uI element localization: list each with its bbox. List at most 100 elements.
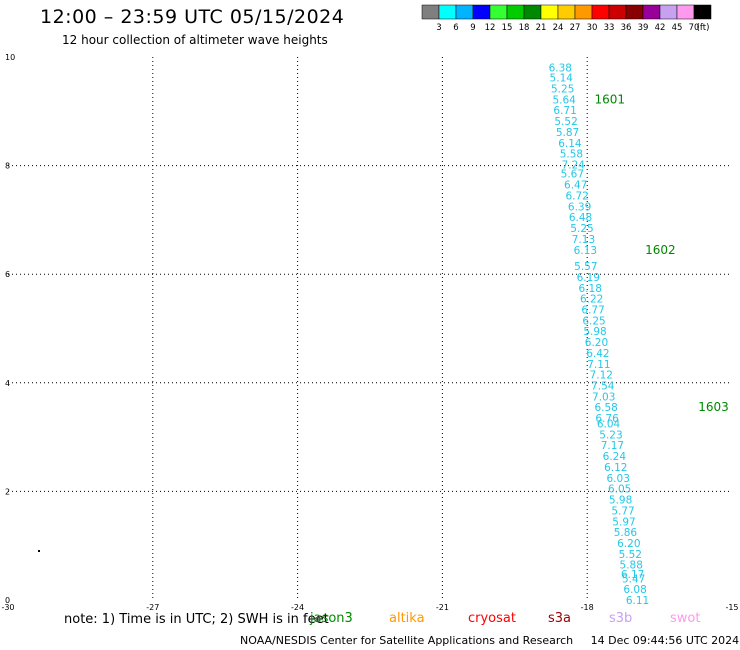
data-point-label: 6.39 bbox=[568, 201, 591, 213]
data-point-label: 5.87 bbox=[556, 127, 579, 139]
legend-sat-s3b: s3b bbox=[609, 611, 633, 626]
data-point-label: 6.18 bbox=[579, 283, 602, 295]
x-tick-label: -30 bbox=[1, 603, 14, 612]
data-point-label: 7.54 bbox=[591, 381, 615, 393]
data-point-label: 5.88 bbox=[620, 560, 643, 572]
y-tick-label: 0 bbox=[5, 596, 10, 605]
x-tick-label: -21 bbox=[436, 603, 449, 612]
data-point-label: 6.12 bbox=[604, 462, 627, 474]
data-point-label: 5.47 bbox=[622, 573, 645, 585]
footer-timestamp: 14 Dec 09:44:56 UTC 2024 bbox=[590, 634, 740, 647]
colorbar-swatch bbox=[625, 4, 644, 20]
data-point-label: 5.67 bbox=[561, 169, 584, 181]
colorbar-tick-label: 45 bbox=[672, 23, 683, 33]
pass-annotation: 1601 bbox=[594, 92, 625, 106]
data-point-label: 6.25 bbox=[582, 315, 605, 327]
data-point-label: 5.25 bbox=[570, 223, 593, 235]
data-point-label: 7.24 bbox=[562, 160, 586, 172]
colorbar-swatch bbox=[693, 4, 712, 20]
data-point-label: 6.22 bbox=[580, 294, 603, 306]
colorbar-tick-label: 33 bbox=[604, 23, 615, 33]
data-point-label: 6.13 bbox=[574, 245, 597, 257]
colorbar-swatch bbox=[523, 4, 542, 20]
pass-annotation: 1602 bbox=[645, 243, 676, 257]
data-point-label: 6.17 bbox=[621, 569, 644, 581]
footer: NOAA/NESDIS Center for Satellite Applica… bbox=[240, 634, 740, 647]
y-tick-label: 6 bbox=[5, 270, 10, 279]
page-subtitle: 12 hour collection of altimeter wave hei… bbox=[62, 33, 328, 47]
data-point-label: 5.14 bbox=[550, 73, 574, 85]
colorbar-swatch bbox=[455, 4, 474, 20]
data-point-label: 5.77 bbox=[611, 505, 634, 517]
colorbar-swatch bbox=[659, 4, 678, 20]
pass-annotation: 1603 bbox=[698, 400, 729, 414]
x-tick-label: -24 bbox=[291, 603, 304, 612]
colorbar-swatch bbox=[421, 4, 440, 20]
y-tick-label: 2 bbox=[5, 487, 10, 496]
data-point-label: 6.08 bbox=[623, 584, 646, 596]
y-tick-label: 10 bbox=[5, 53, 15, 62]
colorbar-swatch bbox=[608, 4, 627, 20]
colorbar-tick-label: 21 bbox=[536, 23, 547, 33]
data-point-label: 6.20 bbox=[585, 337, 608, 349]
colorbar-tick-label: 15 bbox=[502, 23, 513, 33]
colorbar-swatch bbox=[676, 4, 695, 20]
data-point-label: 6.05 bbox=[608, 484, 631, 496]
colorbar-swatch bbox=[472, 4, 491, 20]
data-point-label: 5.52 bbox=[619, 549, 642, 561]
colorbar-tick-label: 30 bbox=[587, 23, 598, 33]
data-point-label: 5.86 bbox=[614, 527, 638, 539]
data-point-label: 5.64 bbox=[552, 94, 576, 106]
colorbar-swatch bbox=[642, 4, 661, 20]
data-point-label: 6.14 bbox=[558, 138, 582, 150]
colorbar-tick-label: 6 bbox=[453, 23, 458, 33]
data-point-label: 6.20 bbox=[617, 538, 640, 550]
data-point-label: 6.24 bbox=[603, 451, 627, 463]
data-point-label: 6.38 bbox=[549, 62, 572, 74]
colorbar-tick-label: 3 bbox=[436, 23, 441, 33]
data-point-label: 6.47 bbox=[564, 180, 587, 192]
colorbar-swatch bbox=[489, 4, 508, 20]
data-point-label: 7.13 bbox=[572, 234, 595, 246]
footer-credit: NOAA/NESDIS Center for Satellite Applica… bbox=[240, 634, 574, 647]
legend-sat-altika: altika bbox=[389, 611, 425, 626]
data-point-label: 6.48 bbox=[569, 212, 592, 224]
data-point-label: 7.11 bbox=[587, 359, 610, 371]
colorbar-tick-label: 42 bbox=[655, 23, 666, 33]
x-tick-label: -15 bbox=[725, 603, 738, 612]
data-point-label: 5.98 bbox=[609, 495, 632, 507]
colorbar-swatch bbox=[438, 4, 457, 20]
data-point-label: 6.72 bbox=[565, 190, 588, 202]
data-point-label: 5.23 bbox=[599, 429, 622, 441]
colorbar-tick-label: 24 bbox=[553, 23, 564, 33]
colorbar-swatch bbox=[557, 4, 576, 20]
legend-sat-s3a: s3a bbox=[548, 611, 572, 626]
colorbar-unit-label: (ft) bbox=[697, 23, 710, 33]
legend-sat-swot: swot bbox=[670, 611, 701, 626]
data-point-label: 6.58 bbox=[594, 402, 617, 414]
data-point-label: 7.17 bbox=[601, 440, 624, 452]
data-point-label: 6.76 bbox=[595, 413, 619, 425]
colorbar-tick-label: 18 bbox=[519, 23, 530, 33]
data-point-label: 7.03 bbox=[592, 391, 615, 403]
data-point-label: 6.71 bbox=[553, 105, 576, 117]
colorbar-swatch bbox=[591, 4, 610, 20]
data-point-label: 5.52 bbox=[554, 116, 577, 128]
colorbar-tick-label: 27 bbox=[570, 23, 581, 33]
y-tick-label: 4 bbox=[5, 379, 10, 388]
y-tick-label: 8 bbox=[5, 162, 10, 171]
units-note: note: 1) Time is in UTC; 2) SWH is in fe… bbox=[64, 612, 329, 627]
colorbar-tick-label: 39 bbox=[638, 23, 649, 33]
stray-point-marker bbox=[38, 550, 40, 552]
colorbar-tick-label: 12 bbox=[485, 23, 496, 33]
x-tick-label: -18 bbox=[581, 603, 594, 612]
page-title: 12:00 – 23:59 UTC 05/15/2024 bbox=[40, 6, 345, 28]
data-point-label: 5.98 bbox=[583, 326, 606, 338]
data-point-label: 5.25 bbox=[551, 83, 574, 95]
data-point-label: 6.42 bbox=[586, 348, 609, 360]
data-point-label: 6.04 bbox=[597, 419, 621, 431]
colorbar-swatch bbox=[540, 4, 559, 20]
colorbar-swatch bbox=[506, 4, 525, 20]
data-point-label: 5.97 bbox=[612, 516, 635, 528]
data-point-label: 5.58 bbox=[560, 149, 583, 161]
